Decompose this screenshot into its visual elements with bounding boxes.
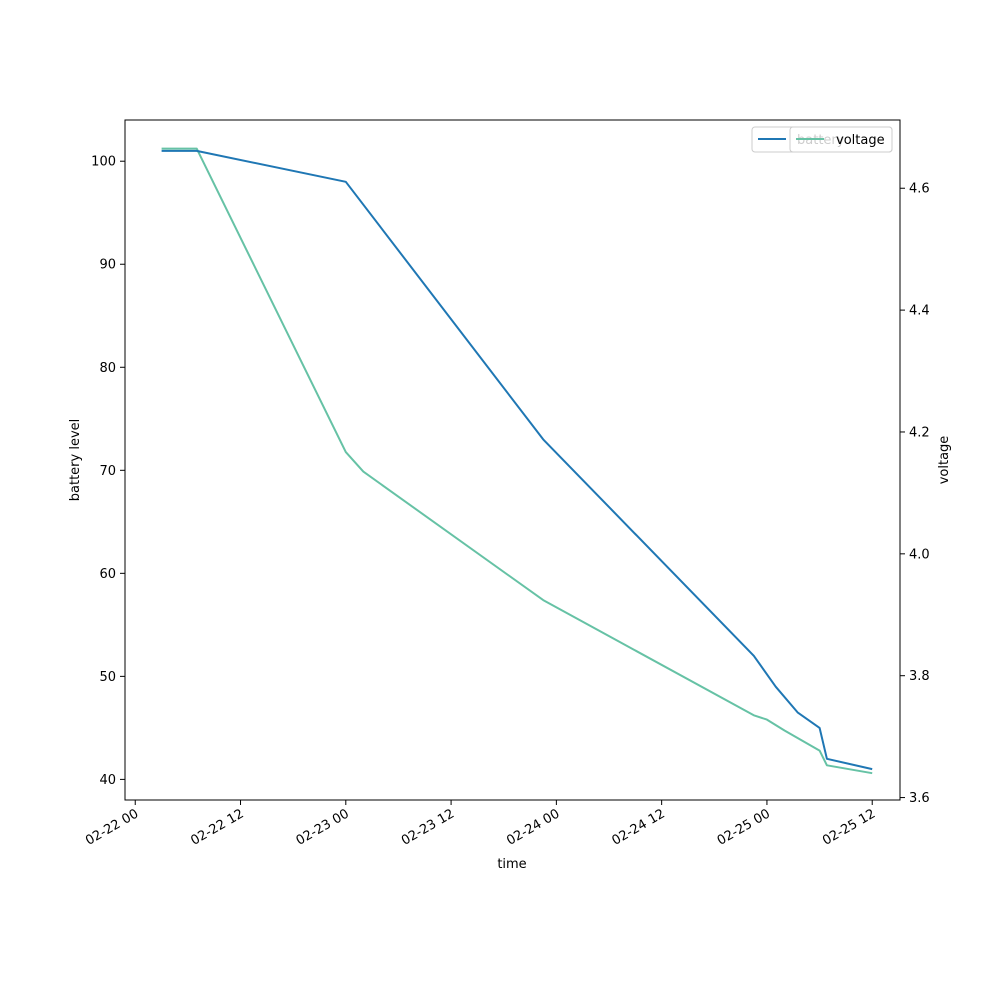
- y-left-tick-label: 70: [99, 464, 116, 479]
- y-right-tick-label: 4.2: [909, 425, 930, 440]
- y-right-tick-label: 4.0: [909, 547, 930, 562]
- y-right-tick-label: 3.8: [909, 669, 930, 684]
- y-right-axis-ticks: 3.6 3.8 4.0 4.2 4.4 4.6: [900, 182, 930, 806]
- legend-voltage: voltage: [789, 126, 893, 153]
- y-right-axis-title: voltage: [937, 436, 952, 485]
- y-left-tick-label: 100: [91, 155, 116, 170]
- legend-voltage-box: [789, 126, 893, 153]
- y-left-tick-label: 40: [99, 773, 116, 788]
- y-left-axis-ticks: 40 50 60 70 80 90 100: [91, 155, 125, 788]
- y-left-tick-label: 60: [99, 567, 116, 582]
- series-line-battery: [161, 149, 873, 771]
- y-right-tick-label: 4.4: [909, 304, 930, 319]
- y-left-tick-label: 80: [99, 361, 116, 376]
- y-right-tick-label: 4.6: [909, 182, 930, 197]
- y-left-tick-label: 90: [99, 258, 116, 273]
- plot-frame: [124, 119, 901, 801]
- series-line-voltage: [161, 147, 873, 775]
- series-layer: [161, 147, 873, 775]
- y-left-tick-label: 50: [99, 670, 116, 685]
- legend-voltage-label: voltage: [836, 133, 885, 148]
- x-axis-title: time: [497, 857, 526, 872]
- y-right-tick-label: 3.6: [909, 791, 930, 806]
- y-left-axis-title: battery level: [68, 419, 83, 502]
